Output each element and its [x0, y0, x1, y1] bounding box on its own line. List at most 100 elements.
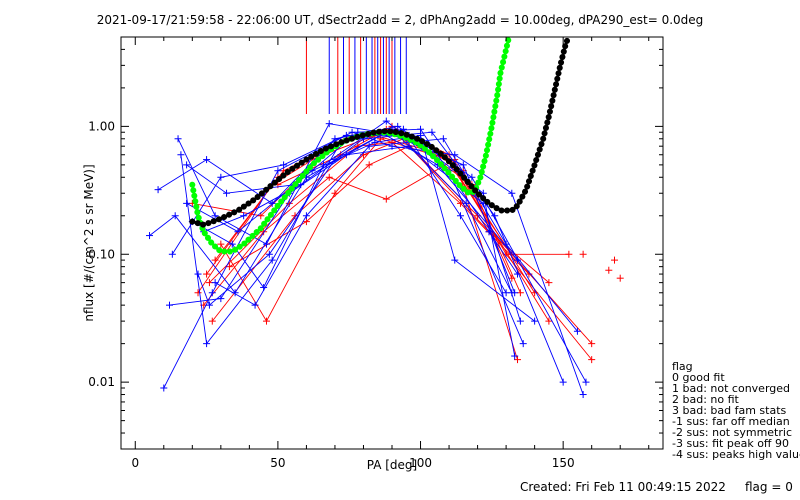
legend-entry-6: -3 sus: fit peak off 90 — [672, 437, 789, 450]
data-point-13-7 — [579, 391, 587, 399]
x-tick-label: 150 — [552, 456, 575, 470]
legend-entry-5: -2 sus: not symmetric — [672, 426, 792, 439]
legend-title: flag — [672, 360, 693, 373]
loose-point-0-0 — [605, 266, 613, 274]
series-line-17 — [192, 120, 524, 344]
data-point-20-4 — [439, 135, 447, 143]
data-point-4-6 — [565, 250, 573, 258]
y-tick-label: 1.00 — [88, 119, 115, 133]
legend-entry-2: 2 bad: no fit — [672, 393, 739, 406]
data-point-15-1 — [203, 340, 211, 348]
legend-entry-7: -4 sus: peaks high value — [672, 448, 800, 461]
data-point-6-2 — [325, 173, 333, 181]
data-point-13-2 — [280, 161, 288, 169]
data-point-17-1 — [228, 240, 236, 248]
data-point-11-0 — [154, 186, 162, 194]
loose-point-0-2 — [616, 274, 624, 282]
series-line-3 — [220, 138, 550, 323]
data-point-7-5 — [588, 340, 596, 348]
data-point-18-5 — [462, 199, 470, 207]
data-point-16-1 — [223, 189, 231, 197]
data-point-13-1 — [217, 173, 225, 181]
data-point-11-4 — [394, 122, 402, 130]
series-line-13 — [171, 131, 584, 395]
data-point-16-4 — [417, 125, 425, 133]
data-point-8-1 — [302, 218, 310, 226]
data-point-19-6 — [559, 378, 567, 386]
data-point-12-0 — [160, 384, 168, 392]
data-point-13-0 — [168, 250, 176, 258]
data-point-11-5 — [468, 173, 476, 181]
loose-point-0-1 — [611, 256, 619, 264]
data-point-14-3 — [325, 120, 333, 128]
data-point-19-4 — [428, 128, 436, 136]
data-point-8-5 — [545, 279, 553, 287]
data-point-6-3 — [382, 195, 390, 203]
data-point-3-5 — [545, 317, 553, 325]
data-point-21-1 — [217, 295, 225, 303]
data-point-11-1 — [203, 156, 211, 164]
data-point-1-0 — [203, 270, 211, 278]
flag-value: flag = 0 — [745, 480, 793, 494]
data-point-20-0 — [211, 279, 219, 287]
data-point-15-2 — [268, 256, 276, 264]
data-point-18-1 — [205, 301, 213, 309]
data-point-16-0 — [183, 161, 191, 169]
data-point-20-5 — [502, 240, 510, 248]
data-point-7-1 — [291, 212, 299, 220]
data-point-12-6 — [511, 352, 519, 360]
data-point-21-4 — [405, 142, 413, 150]
data-point-9-5 — [588, 356, 596, 364]
data-point-22-4 — [417, 131, 425, 139]
data-point-21-0 — [165, 301, 173, 309]
x-tick-label: 100 — [409, 456, 432, 470]
data-point-10-5 — [459, 161, 467, 169]
series-line-15 — [180, 128, 507, 345]
data-point-17-4 — [382, 117, 390, 125]
data-point-6-1 — [260, 228, 268, 236]
data-point-20-1 — [251, 301, 259, 309]
x-tick-label: 50 — [270, 456, 285, 470]
data-point-22-5 — [451, 256, 459, 264]
data-point-22-6 — [531, 317, 539, 325]
y-tick-label: 0.10 — [88, 247, 115, 261]
created-timestamp: Created: Fri Feb 11 00:49:15 2022 — [520, 480, 726, 494]
data-point-22-3 — [371, 138, 379, 146]
data-point-19-5 — [491, 212, 499, 220]
x-axis-label: PA [deg] — [367, 458, 417, 472]
y-axis-label: nflux [#/(cm^2 s sr MeV)] — [82, 164, 96, 321]
data-point-22-0 — [183, 199, 191, 207]
data-point-6-5 — [514, 356, 522, 364]
data-point-14-1 — [211, 212, 219, 220]
chart-axes: 0 50 100 150 0.01 0.10 1.00 — [88, 36, 663, 470]
data-point-16-5 — [485, 228, 493, 236]
data-point-0-0 — [194, 289, 202, 297]
loose-point-0-3 — [579, 250, 587, 258]
data-point-21-3 — [342, 151, 350, 159]
data-point-19-1 — [240, 212, 248, 220]
data-point-20-2 — [302, 212, 310, 220]
data-point-10-0 — [146, 232, 154, 240]
data-point-8-2 — [365, 161, 373, 169]
data-point-10-1 — [171, 212, 179, 220]
data-point-3-1 — [262, 317, 270, 325]
data-point-11-6 — [582, 378, 590, 386]
series-line-8 — [229, 145, 550, 283]
legend-entry-1: 1 bad: not converged — [672, 382, 791, 395]
data-point-20-6 — [573, 327, 581, 335]
legend-entry-4: -1 sus: far off median — [672, 415, 790, 428]
data-point-17-6 — [519, 340, 527, 348]
data-point-14-2 — [262, 240, 270, 248]
data-point-15-0 — [177, 151, 185, 159]
data-point-14-0 — [174, 135, 182, 143]
data-point-18-2 — [265, 250, 273, 258]
data-point-22-1 — [234, 228, 242, 236]
data-point-13-6 — [508, 189, 516, 197]
legend-entry-0: 0 good fit — [672, 371, 725, 384]
data-point-3-0 — [217, 240, 225, 248]
fit-curve-black — [189, 37, 572, 228]
legend-entry-3: 3 bad: bad fam stats — [672, 404, 787, 417]
data-point-18-0 — [194, 270, 202, 278]
x-tick-label: 0 — [131, 456, 139, 470]
